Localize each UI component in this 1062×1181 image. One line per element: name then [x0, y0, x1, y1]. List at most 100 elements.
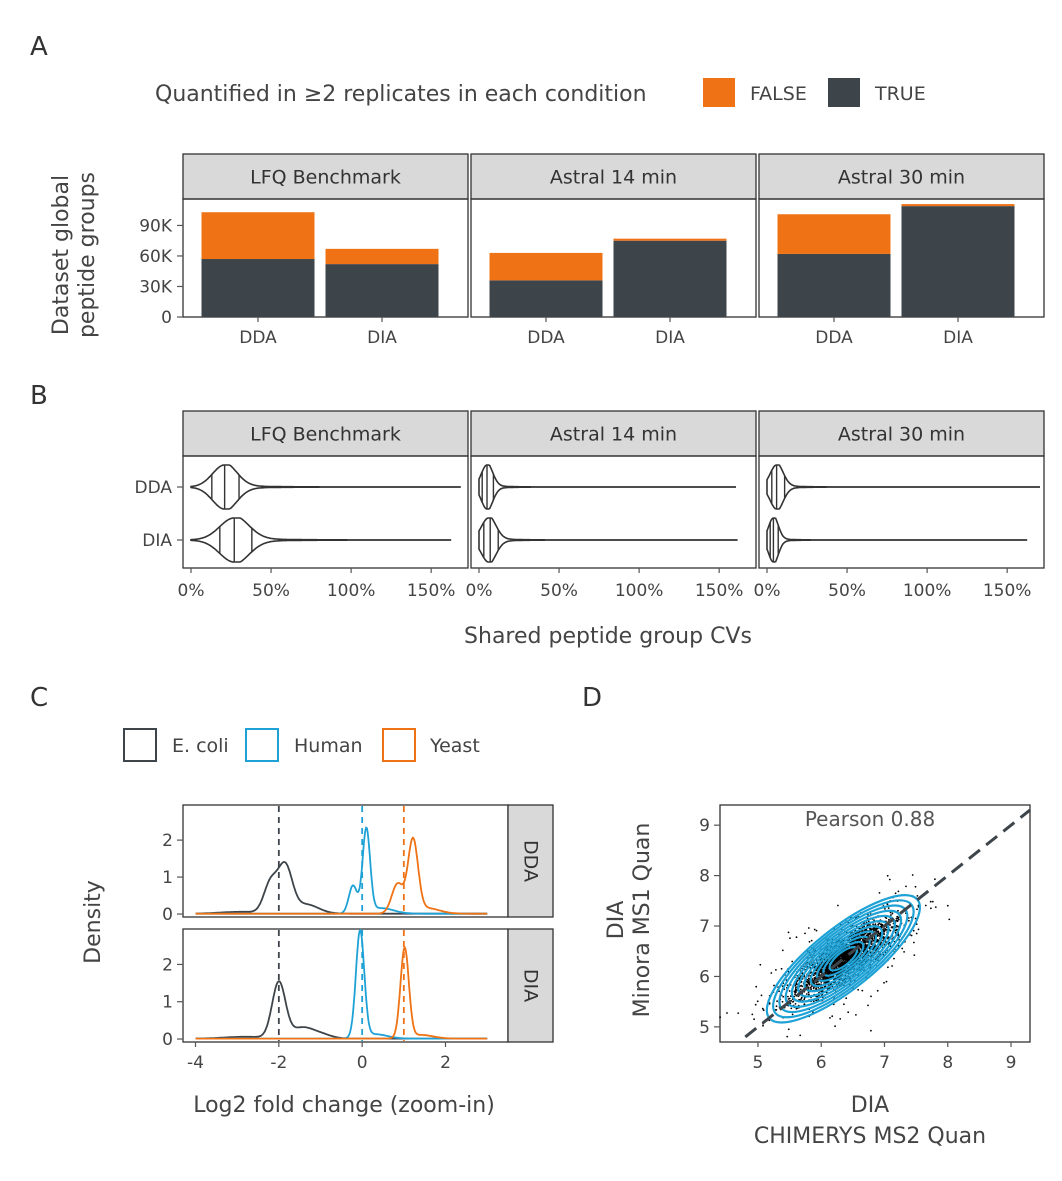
scatter-point	[884, 908, 886, 910]
scatter-point	[762, 1009, 765, 1012]
scatter-point	[848, 958, 851, 961]
scatter-point	[800, 996, 803, 999]
scatter-point	[826, 969, 829, 971]
scatter-point	[737, 1012, 740, 1014]
scatter-point	[846, 951, 849, 954]
panel-c-xlabel: Log2 fold change (zoom-in)	[193, 1093, 495, 1118]
scatter-point	[886, 903, 889, 906]
scatter-point	[799, 999, 802, 1001]
scatter-point	[794, 984, 797, 987]
scatter-point	[813, 928, 816, 931]
panel-b-astral-14-min-violin-dda	[478, 464, 736, 510]
panel-a-ytick-label-1: 30K	[139, 277, 173, 297]
density-contour	[772, 899, 915, 1019]
scatter-point	[887, 966, 889, 969]
scatter-point	[876, 934, 879, 936]
panel-a-lfq-benchmark-bar-dia-true	[325, 264, 439, 317]
panel-b-astral-14-min-xtick-label-0: 0%	[466, 581, 493, 601]
scatter-point	[787, 1028, 790, 1031]
scatter-point	[839, 1018, 842, 1020]
scatter-point	[773, 984, 775, 987]
scatter-point	[876, 939, 879, 941]
scatter-point	[790, 1007, 793, 1010]
panel-d-ytick-label-5: 5	[699, 1018, 710, 1038]
panel-d-xtick-label-7: 7	[879, 1053, 890, 1073]
scatter-point	[890, 914, 892, 916]
scatter-point	[887, 937, 889, 940]
panel-a-lfq-benchmark-strip	[182, 153, 469, 200]
panel-a-lfq-benchmark-bar-dia-false	[325, 248, 439, 265]
panel-d-xtick-label-9: 9	[1006, 1053, 1017, 1073]
scatter-point	[795, 1007, 798, 1010]
scatter-point	[799, 988, 802, 991]
scatter-point	[901, 947, 904, 950]
scatter-point	[874, 923, 877, 926]
panel-c-dda-strip	[507, 804, 554, 918]
scatter-point	[846, 959, 848, 962]
panel-b-lfq-benchmark-xtick-label-3: 150%	[407, 581, 456, 601]
panel-b-astral-14-min-violin-dia	[478, 517, 738, 563]
panel-c-dia-ytick-label-2: 2	[162, 955, 173, 975]
scatter-point	[913, 954, 916, 956]
scatter-point	[884, 928, 886, 930]
scatter-point	[880, 923, 882, 925]
scatter-point	[830, 972, 833, 974]
scatter-point	[789, 937, 791, 939]
panel-a-lfq-benchmark-xtick-label-dda: DDA	[239, 328, 277, 348]
scatter-point	[845, 957, 848, 959]
scatter-point	[787, 995, 789, 998]
scatter-point	[813, 974, 815, 977]
legend-c-swatch-yeast	[382, 728, 416, 762]
scatter-point	[795, 991, 797, 993]
scatter-point	[719, 1016, 721, 1019]
panel-letter-b: B	[30, 381, 48, 411]
scatter-point	[878, 922, 881, 925]
panel-letter-d: D	[582, 683, 602, 713]
scatter-point	[861, 989, 864, 992]
panel-a-astral-14-min-strip	[470, 153, 757, 200]
panel-b-astral-30-min-xtick-label-2: 100%	[903, 581, 952, 601]
panel-c-dda-ytick-label-2: 2	[162, 831, 173, 851]
scatter-point	[840, 954, 843, 957]
scatter-point	[791, 1013, 794, 1016]
scatter-point	[917, 928, 920, 931]
scatter-point	[759, 963, 762, 966]
panel-d-xtick-label-5: 5	[753, 1053, 764, 1073]
scatter-point	[794, 993, 796, 996]
scatter-point	[850, 948, 853, 951]
scatter-point	[847, 956, 850, 958]
panel-a-lfq-benchmark-bar-dda-true	[201, 259, 315, 317]
scatter-point	[794, 1003, 797, 1005]
scatter-point	[842, 954, 844, 956]
scatter-point	[916, 895, 919, 897]
panel-a-astral-14-min-xtick-label-dda: DDA	[527, 328, 565, 348]
scatter-point	[726, 1012, 728, 1014]
scatter-point	[914, 917, 917, 920]
panel-d-ytick-label-9: 9	[699, 816, 710, 836]
scatter-point	[808, 940, 811, 943]
scatter-point	[861, 933, 864, 936]
scatter-point	[833, 960, 835, 963]
panel-d-xtick-label-8: 8	[942, 1053, 953, 1073]
panel-c-dia-strip-label: DIA	[520, 969, 542, 1002]
scatter-point	[844, 958, 846, 961]
scatter-point	[826, 965, 829, 968]
scatter-point	[838, 957, 841, 960]
panel-b-astral-14-min-frame	[470, 455, 757, 569]
scatter-point	[754, 1003, 757, 1006]
panel-b-lfq-benchmark-frame	[182, 455, 469, 569]
scatter-point	[827, 980, 830, 983]
panel-c-dda-line-yeast	[195, 836, 488, 915]
scatter-point	[751, 1013, 754, 1016]
scatter-point	[760, 994, 763, 997]
scatter-point	[821, 968, 823, 971]
scatter-point	[788, 990, 791, 992]
panel-a-astral-14-min-bar-dia-true	[613, 240, 727, 317]
scatter-point	[775, 1005, 778, 1008]
scatter-point	[915, 932, 918, 935]
panel-c-xtick-label-2: 2	[440, 1053, 451, 1073]
scatter-point	[878, 932, 881, 935]
scatter-point	[888, 918, 890, 921]
scatter-point	[924, 904, 927, 907]
scatter-point	[877, 923, 880, 926]
